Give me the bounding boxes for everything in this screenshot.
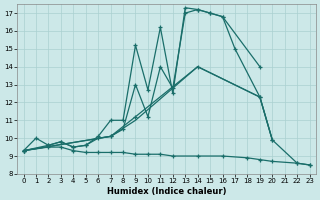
X-axis label: Humidex (Indice chaleur): Humidex (Indice chaleur) (107, 187, 226, 196)
